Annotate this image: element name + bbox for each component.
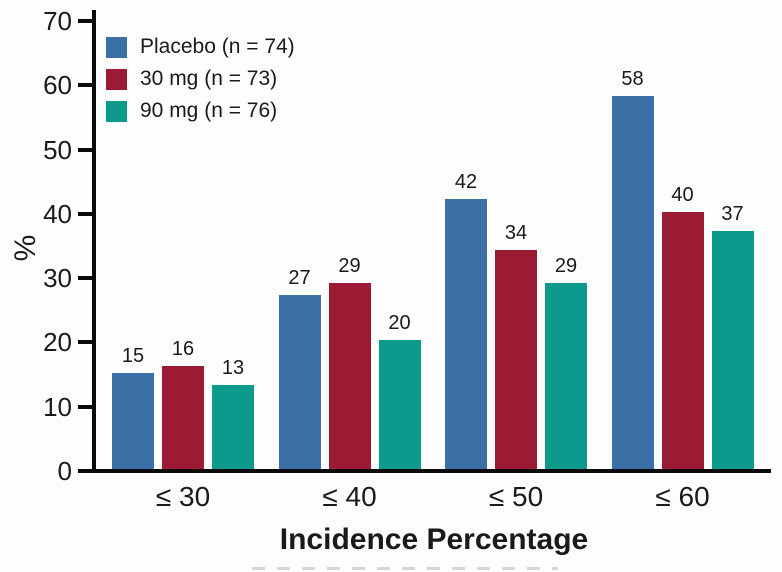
bar — [112, 373, 154, 469]
legend-swatch — [106, 68, 127, 90]
bar — [611, 96, 654, 469]
y-tick-mark — [78, 83, 92, 88]
bar — [328, 283, 371, 469]
bar-value-label: 58 — [621, 68, 644, 90]
bar-value-label: 15 — [121, 345, 145, 367]
legend-swatch — [106, 36, 127, 58]
bar — [545, 283, 587, 469]
legend-item: 90 mg (n = 76) — [106, 100, 295, 122]
y-tick-mark — [78, 276, 92, 281]
bar-value-label: 16 — [171, 338, 195, 360]
legend-label: 90 mg (n = 76) — [140, 99, 278, 122]
y-axis-line — [92, 10, 96, 473]
y-tick-label: 50 — [43, 134, 72, 165]
bar-value-label: 29 — [554, 255, 578, 277]
category-label: ≤ 50 — [488, 481, 544, 512]
bar — [212, 385, 254, 469]
legend-item: 30 mg (n = 73) — [106, 68, 295, 90]
bar-value-label: 20 — [388, 312, 411, 334]
bar — [711, 231, 754, 469]
legend-item: Placebo (n = 74) — [106, 36, 295, 58]
y-tick-label: 20 — [43, 327, 72, 358]
y-tick-label: 0 — [57, 456, 72, 486]
y-tick-label: 10 — [43, 391, 72, 422]
bar — [445, 199, 487, 469]
bar-value-label: 13 — [221, 357, 245, 379]
y-tick-mark — [78, 469, 92, 473]
y-tick-mark — [78, 211, 92, 216]
legend: Placebo (n = 74) 30 mg (n = 73) 90 mg (n =… — [106, 36, 295, 132]
y-tick-label: 60 — [43, 70, 72, 101]
bar-value-label: 42 — [454, 171, 478, 193]
bar — [495, 250, 537, 469]
y-tick-label: 40 — [43, 198, 72, 229]
y-tick-mark — [78, 19, 92, 23]
y-tick-label: 30 — [43, 263, 72, 294]
bar-value-label: 37 — [721, 203, 744, 225]
bar-value-label: 27 — [288, 267, 311, 289]
y-tick-label: 70 — [43, 6, 72, 36]
y-tick-mark — [78, 147, 92, 152]
x-axis-line — [92, 469, 771, 473]
cropped-text-artifact — [252, 567, 558, 570]
bar-value-label: 40 — [671, 184, 694, 206]
y-tick-mark — [78, 340, 92, 345]
bar — [661, 212, 704, 469]
legend-label: 30 mg (n = 73) — [140, 67, 278, 90]
bar-value-label: 29 — [338, 255, 361, 277]
category-label: ≤ 40 — [322, 481, 377, 512]
bar — [162, 366, 204, 469]
y-tick-mark — [78, 404, 92, 409]
legend-label: Placebo (n = 74) — [140, 35, 295, 58]
category-label: ≤ 60 — [655, 481, 710, 512]
category-label: ≤ 30 — [155, 481, 211, 512]
bar-value-label: 34 — [504, 222, 528, 244]
x-axis-title: Incidence Percentage — [279, 523, 589, 556]
bar — [278, 295, 321, 469]
bar — [378, 340, 421, 469]
legend-swatch — [106, 100, 127, 122]
